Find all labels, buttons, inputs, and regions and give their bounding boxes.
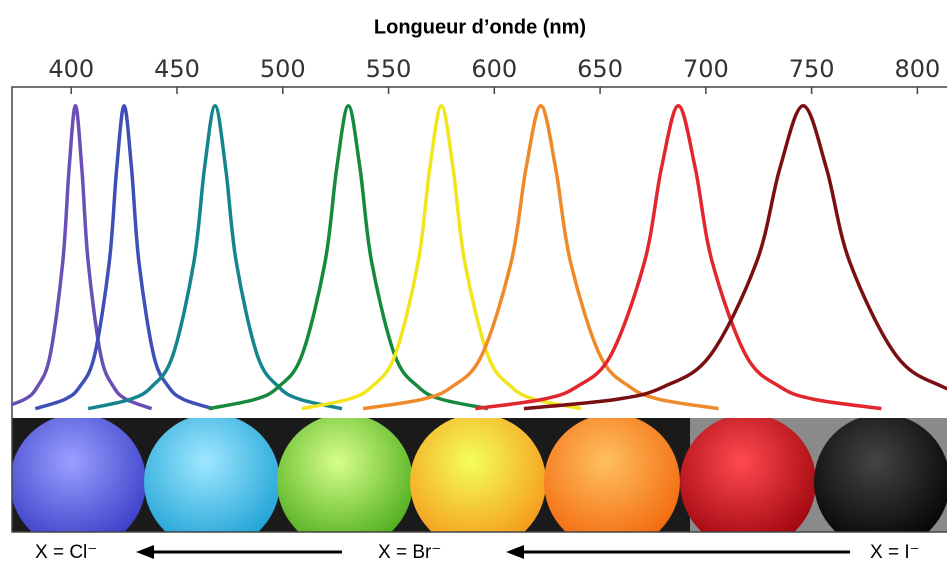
x-tick-label: 750 xyxy=(789,55,835,83)
spectrum-line xyxy=(523,103,947,411)
annotation: X = Br⁻ xyxy=(378,542,441,563)
x-tick-label: 400 xyxy=(48,55,94,83)
x-tick-label: 600 xyxy=(471,55,517,83)
x-tick-label: 450 xyxy=(154,55,200,83)
x-tick-label: 700 xyxy=(683,55,729,83)
spectrum-line xyxy=(362,103,719,411)
chart-title: Longueur d’onde (nm) xyxy=(374,16,586,38)
spectrum-line xyxy=(12,103,153,411)
spectrum-line xyxy=(87,103,343,411)
x-tick-label: 800 xyxy=(894,55,940,83)
annotation: X = Cl⁻ xyxy=(35,542,97,563)
photo-strip xyxy=(12,418,947,532)
spectrum-line xyxy=(208,103,489,411)
annotation: X = I⁻ xyxy=(870,542,920,563)
x-tick-label: 550 xyxy=(366,55,412,83)
x-tick-label: 650 xyxy=(577,55,623,83)
spectrum-line xyxy=(301,103,582,411)
spectrum-line xyxy=(475,103,882,411)
x-tick-label: 500 xyxy=(260,55,306,83)
plot-area xyxy=(12,103,947,411)
spectrum-line xyxy=(34,103,214,411)
arrows xyxy=(136,545,850,559)
plot-frame xyxy=(11,86,947,533)
